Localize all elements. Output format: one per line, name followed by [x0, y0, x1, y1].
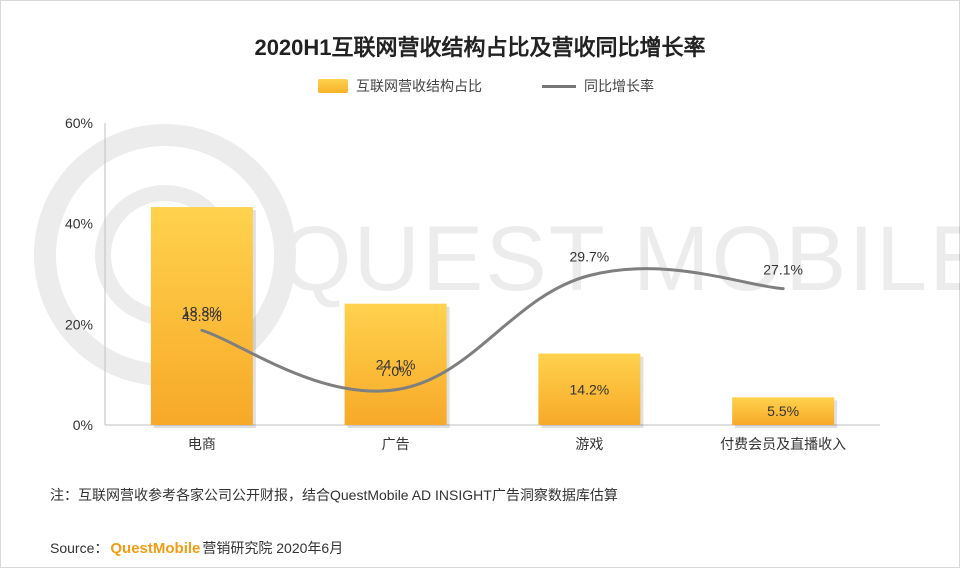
- y-tick-label: 40%: [65, 216, 93, 232]
- legend-bar-swatch: [318, 79, 348, 93]
- growth-rate-line: [200, 267, 785, 393]
- bar: [538, 353, 641, 425]
- watermark-text: QUEST MOBILE: [280, 208, 960, 310]
- line-value-label: 18.8%: [182, 303, 222, 319]
- source-line: Source： QuestMobile 营销研究院 2020年6月: [50, 538, 343, 558]
- x-category-label: 广告: [382, 436, 410, 452]
- source-suffix: 营销研究院 2020年6月: [202, 540, 344, 556]
- line-value-label: 7.0%: [380, 363, 412, 379]
- bar: [732, 397, 835, 425]
- legend-line-swatch: [542, 84, 576, 88]
- legend-line-label: 同比增长率: [584, 78, 654, 94]
- bar-value-label: 43.3%: [182, 308, 222, 324]
- y-tick-label: 0%: [73, 417, 93, 433]
- watermark: QUEST MOBILE: [34, 124, 960, 386]
- line-value-label: 29.7%: [570, 249, 610, 265]
- legend-bar-label: 互联网营收结构占比: [356, 78, 482, 94]
- line-value-label: 27.1%: [763, 262, 803, 278]
- x-category-label: 付费会员及直播收入: [720, 436, 846, 452]
- legend: 互联网营收结构占比 同比增长率: [318, 76, 654, 96]
- bar-value-label: 5.5%: [767, 403, 799, 419]
- footnote: 注：互联网营收参考各家公司公开财报，结合QuestMobile AD INSIG…: [50, 487, 618, 503]
- x-category-label: 游戏: [575, 436, 603, 452]
- source-prefix: Source：: [50, 540, 109, 556]
- y-tick-label: 60%: [65, 115, 93, 131]
- x-category-label: 电商: [188, 436, 216, 452]
- bar-value-label: 24.1%: [376, 356, 416, 372]
- source-brand: QuestMobile: [110, 540, 201, 557]
- y-tick-label: 20%: [65, 316, 93, 332]
- bar-value-label: 14.2%: [570, 381, 610, 397]
- chart-title: 2020H1互联网营收结构占比及营收同比增长率: [254, 35, 706, 60]
- bar: [344, 303, 447, 425]
- bar: [150, 207, 253, 425]
